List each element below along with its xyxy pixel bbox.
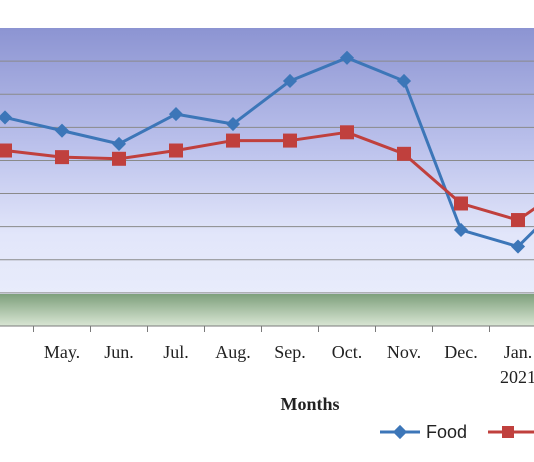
plot-area (0, 28, 534, 326)
x-tick-label: Aug. (215, 342, 251, 362)
x-tick-labels: May.Jun.Jul.Aug.Sep.Oct.Nov.Dec.Jan.F (44, 342, 533, 362)
x-tick-label: Jan. (504, 342, 533, 362)
x-tick-label: May. (44, 342, 80, 362)
data-point (169, 143, 183, 158)
legend-label-food: Food (426, 422, 467, 442)
year-label: 2021 (500, 367, 534, 387)
data-point (340, 125, 354, 140)
series-2 (0, 125, 534, 228)
x-tick-label: Jul. (163, 342, 189, 362)
legend-marker-food (392, 424, 408, 440)
legend: Food (380, 422, 534, 442)
data-point (339, 50, 355, 65)
data-point (453, 222, 469, 238)
data-point (54, 123, 70, 138)
data-point (397, 146, 411, 161)
data-point (283, 133, 297, 148)
plot-background (0, 28, 534, 294)
data-point (454, 196, 468, 211)
x-tick-label: Oct. (332, 342, 363, 362)
data-point (510, 239, 526, 254)
x-tick-label: Sep. (274, 342, 306, 362)
plot-floor (0, 294, 534, 326)
x-axis (0, 325, 534, 332)
gridlines (0, 60, 534, 294)
data-point (55, 150, 69, 165)
legend-marker-series-2 (502, 426, 514, 438)
data-point (282, 73, 298, 89)
data-point (0, 143, 12, 158)
x-tick-label: Nov. (387, 342, 421, 362)
data-point (112, 151, 126, 166)
x-tick-label: Dec. (444, 342, 477, 362)
data-point (396, 73, 412, 89)
x-axis-title: Months (280, 394, 339, 414)
data-point (226, 133, 240, 148)
x-tick-label: Jun. (104, 342, 134, 362)
data-point (511, 213, 525, 228)
